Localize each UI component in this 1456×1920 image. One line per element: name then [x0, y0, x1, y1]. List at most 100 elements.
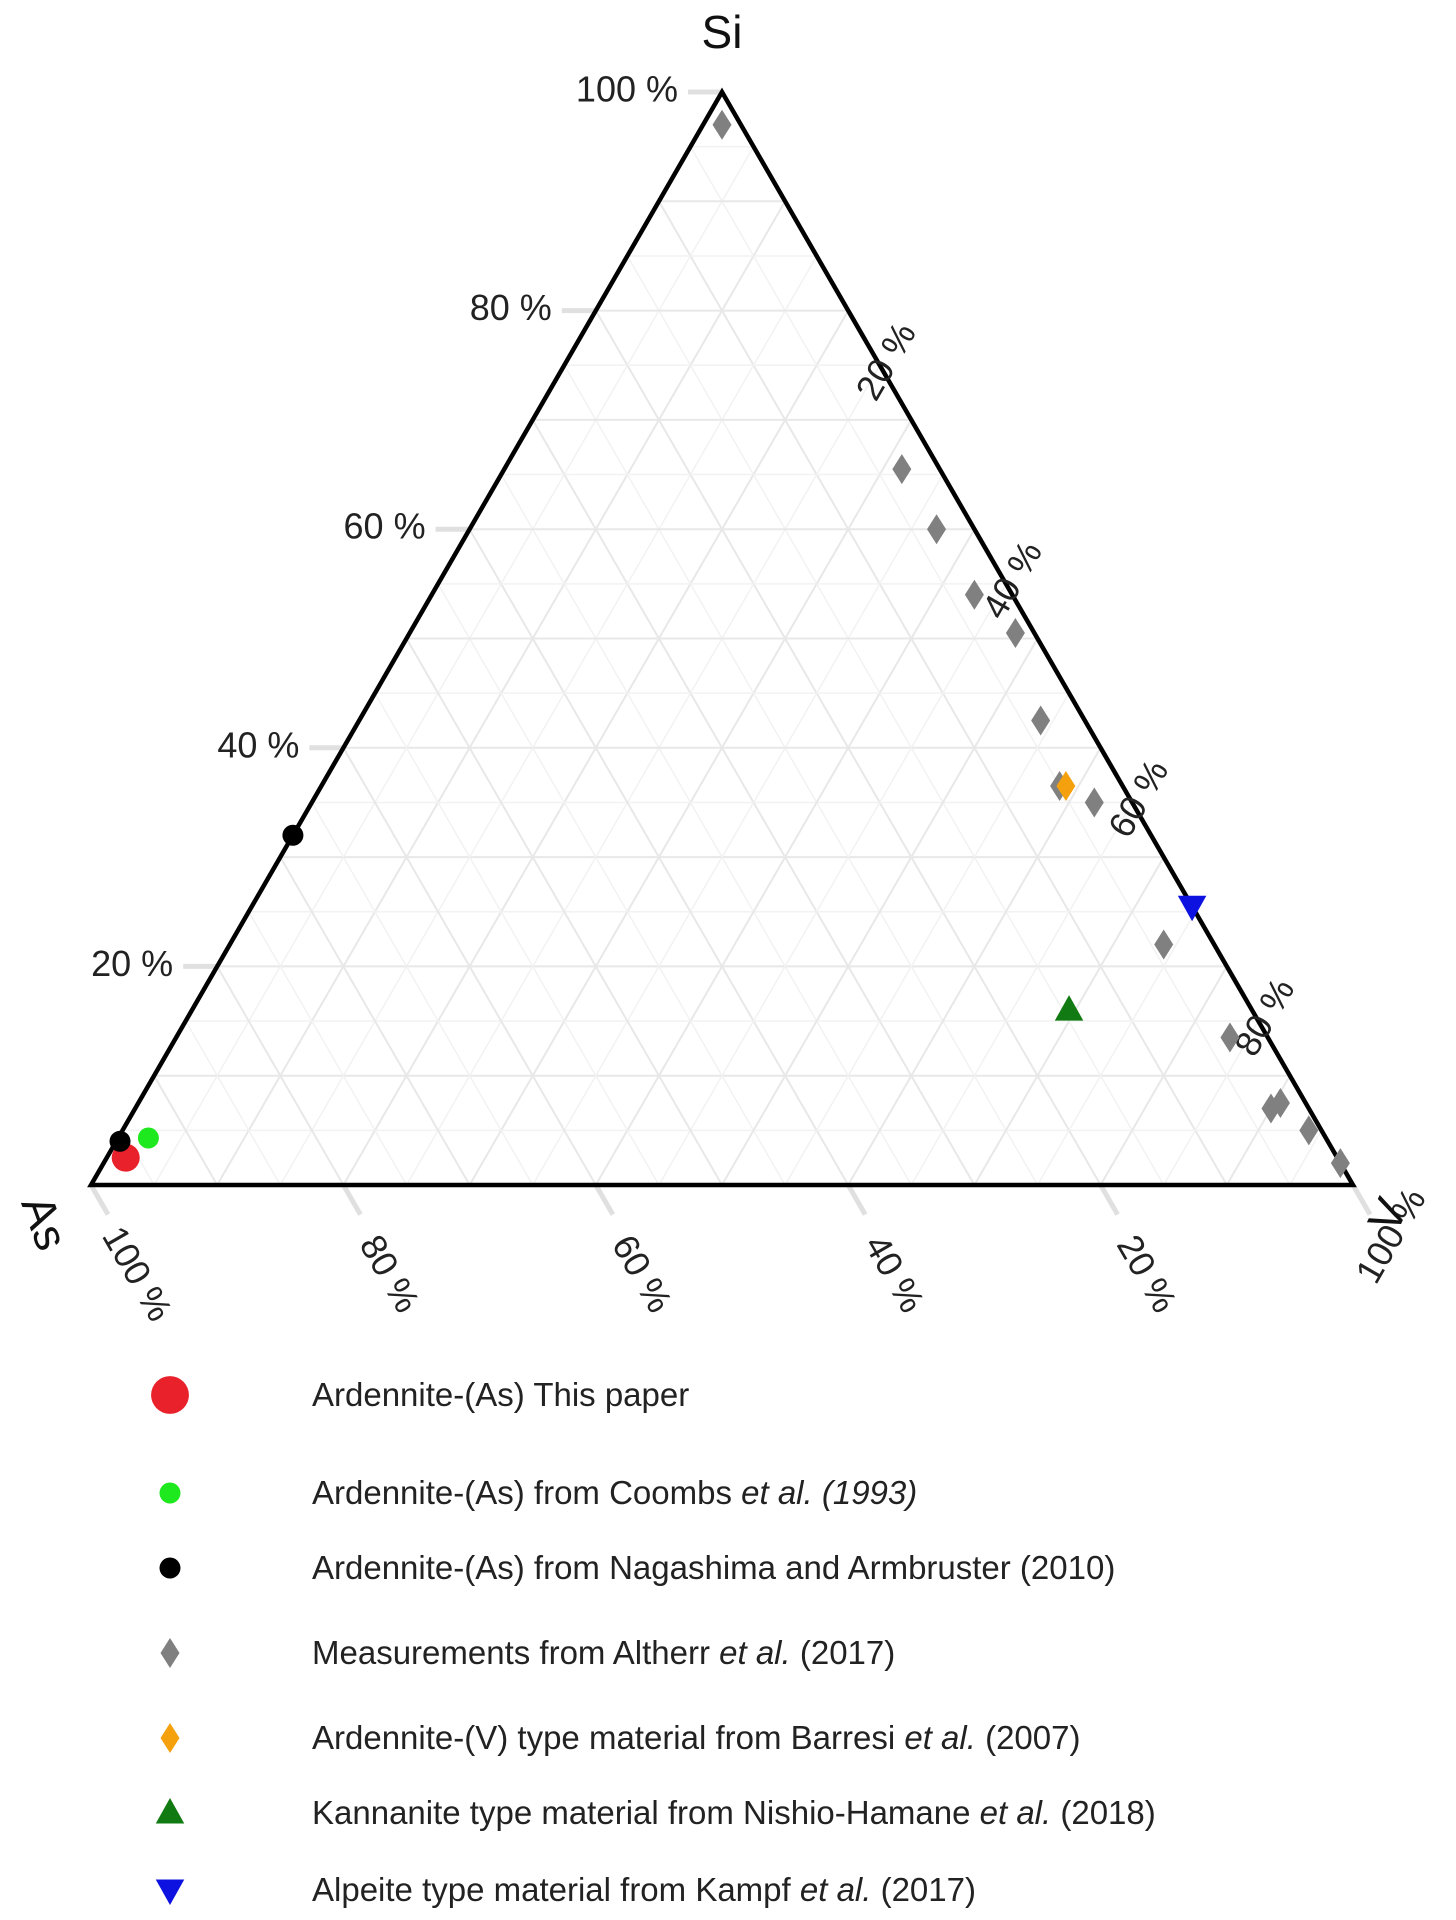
ternary-frame: [87, 87, 1357, 1188]
legend-symbol: [140, 1865, 200, 1915]
axis-tick-labels: 20 % 40 % 60 % 80 % 100 % 20 % 40 % 60 % 80 % 100…: [91, 69, 1434, 1328]
grid-line-v: [658, 583, 1007, 1186]
grid-line-v: [1289, 1129, 1323, 1186]
legend-label-part: Alpeite type material from Kampf: [312, 1871, 800, 1908]
legend-label-part: Ardennite-(As) from Coombs: [312, 1474, 742, 1511]
legend-symbol: [140, 1628, 200, 1678]
legend-label-part: Ardennite-(As) This paper: [312, 1376, 690, 1413]
data-point-diamond: [892, 454, 912, 485]
legend-item: Kannanite type material from Nishio-Hama…: [140, 1788, 1156, 1838]
legend-label-part: et al.: [799, 1871, 872, 1908]
grid-line-v: [1036, 911, 1196, 1186]
grid-line-v: [1099, 965, 1228, 1186]
legend-label-part: et al.: [719, 1634, 791, 1671]
legend-label: Ardennite-(As) from Coombs et al. (1993): [312, 1474, 917, 1512]
tick-mark: [88, 1183, 111, 1216]
data-point-diamond: [1261, 1093, 1281, 1124]
data-point-diamond: [1056, 771, 1076, 802]
grid-line-as: [405, 638, 723, 1186]
grid-line-v: [910, 802, 1133, 1186]
grid-line-as: [248, 911, 408, 1186]
legend-marker-diamond: [160, 1723, 180, 1753]
legend: Ardennite-(As) This paper Ardennite-(As) …: [140, 1370, 1340, 1910]
data-point-circle: [137, 1127, 159, 1149]
grid-line-as: [374, 692, 660, 1186]
tick-mark: [1350, 1183, 1373, 1216]
legend-label-part: et al.: [979, 1794, 1052, 1831]
grid-line-v: [847, 747, 1102, 1186]
data-points: [109, 109, 1350, 1179]
legend-label-part: et al. (1993): [741, 1474, 918, 1511]
legend-marker-circle-large: [151, 1376, 189, 1414]
corner-label-si: Si: [702, 6, 743, 58]
legend-symbol: [140, 1370, 200, 1420]
tick-label-si: 40 %: [217, 724, 299, 765]
tick-mark: [341, 1183, 363, 1216]
legend-item: Alpeite type material from Kampf et al. …: [140, 1865, 976, 1915]
legend-item: Ardennite-(As) from Coombs et al. (1993): [140, 1468, 917, 1518]
legend-label-part: et al.: [904, 1719, 976, 1756]
legend-item: Ardennite-(As) This paper: [140, 1370, 689, 1420]
grid-line-v: [721, 638, 1039, 1186]
corner-labels: Si As V: [11, 6, 1417, 1257]
tick-label-as: 100 %: [94, 1219, 181, 1328]
legend-symbol: [140, 1468, 200, 1518]
grid-line-as: [342, 747, 597, 1186]
tick-label-as: 40 %: [857, 1228, 934, 1320]
grid-line-as: [437, 583, 786, 1186]
data-point-diamond: [712, 109, 732, 140]
tick-mark: [846, 1183, 868, 1216]
tick-label-as: 80 %: [352, 1228, 429, 1320]
tick-mark: [1098, 1183, 1120, 1216]
legend-marker-circle: [159, 1482, 181, 1504]
grid-line-as: [216, 965, 345, 1186]
legend-marker-triangle-down: [155, 1879, 185, 1905]
legend-item: Ardennite-(As) from Nagashima and Armbru…: [140, 1543, 1115, 1593]
grid-line-as: [311, 802, 534, 1186]
legend-label: Measurements from Altherr et al. (2017): [312, 1634, 895, 1672]
data-point-diamond: [1299, 1115, 1319, 1146]
tick-label-si: 20 %: [91, 943, 173, 984]
legend-marker-circle: [159, 1557, 181, 1579]
data-point-triangle-down: [1177, 895, 1207, 922]
legend-label-part: Ardennite-(As) from Nagashima and Armbru…: [312, 1549, 1116, 1586]
grid-line-v: [784, 692, 1070, 1186]
grid-line-as: [689, 146, 1291, 1186]
legend-label: Kannanite type material from Nishio-Hama…: [312, 1794, 1156, 1832]
grid-line-as: [153, 1075, 219, 1186]
data-point-diamond: [1154, 929, 1174, 960]
legend-label-part: Ardennite-(V) type material from Barresi: [312, 1719, 905, 1756]
legend-symbol: [140, 1543, 200, 1593]
legend-label: Ardennite-(As) from Nagashima and Armbru…: [312, 1549, 1115, 1587]
grid-line-v: [405, 364, 881, 1186]
data-point-diamond: [1031, 705, 1051, 736]
tick-label-si: 100 %: [576, 69, 678, 110]
data-point-diamond: [1084, 787, 1104, 818]
tick-label-si: 80 %: [470, 287, 552, 328]
tick-label-si: 60 %: [344, 506, 426, 547]
legend-marker-triangle-up: [155, 1798, 185, 1824]
data-point-diamond: [964, 579, 984, 610]
legend-label: Ardennite-(As) This paper: [312, 1376, 689, 1414]
grid-line-v: [973, 856, 1165, 1186]
legend-symbol: [140, 1713, 200, 1763]
data-point-diamond: [1220, 1022, 1240, 1053]
data-point-diamond: [1330, 1148, 1350, 1179]
legend-symbol: [140, 1788, 200, 1838]
legend-label-part: Measurements from Altherr: [312, 1634, 720, 1671]
grid-line-as: [185, 1020, 281, 1186]
data-point-diamond: [927, 514, 947, 545]
legend-marker-diamond: [160, 1638, 180, 1668]
grid-line-v: [279, 255, 818, 1186]
legend-label: Ardennite-(V) type material from Barresi…: [312, 1719, 1080, 1757]
legend-label-part: (2007): [975, 1719, 1081, 1756]
legend-label: Alpeite type material from Kampf et al. …: [312, 1871, 976, 1909]
legend-label-part: (2017): [790, 1634, 896, 1671]
grid-line-v: [153, 146, 755, 1186]
grid-line-as: [500, 474, 912, 1186]
grid-line-v: [532, 474, 944, 1186]
tick-label-as: 60 %: [604, 1228, 681, 1320]
legend-label-part: (2017): [871, 1871, 976, 1908]
grid-line-v: [1163, 1020, 1259, 1186]
grid-line-as: [626, 255, 1165, 1186]
